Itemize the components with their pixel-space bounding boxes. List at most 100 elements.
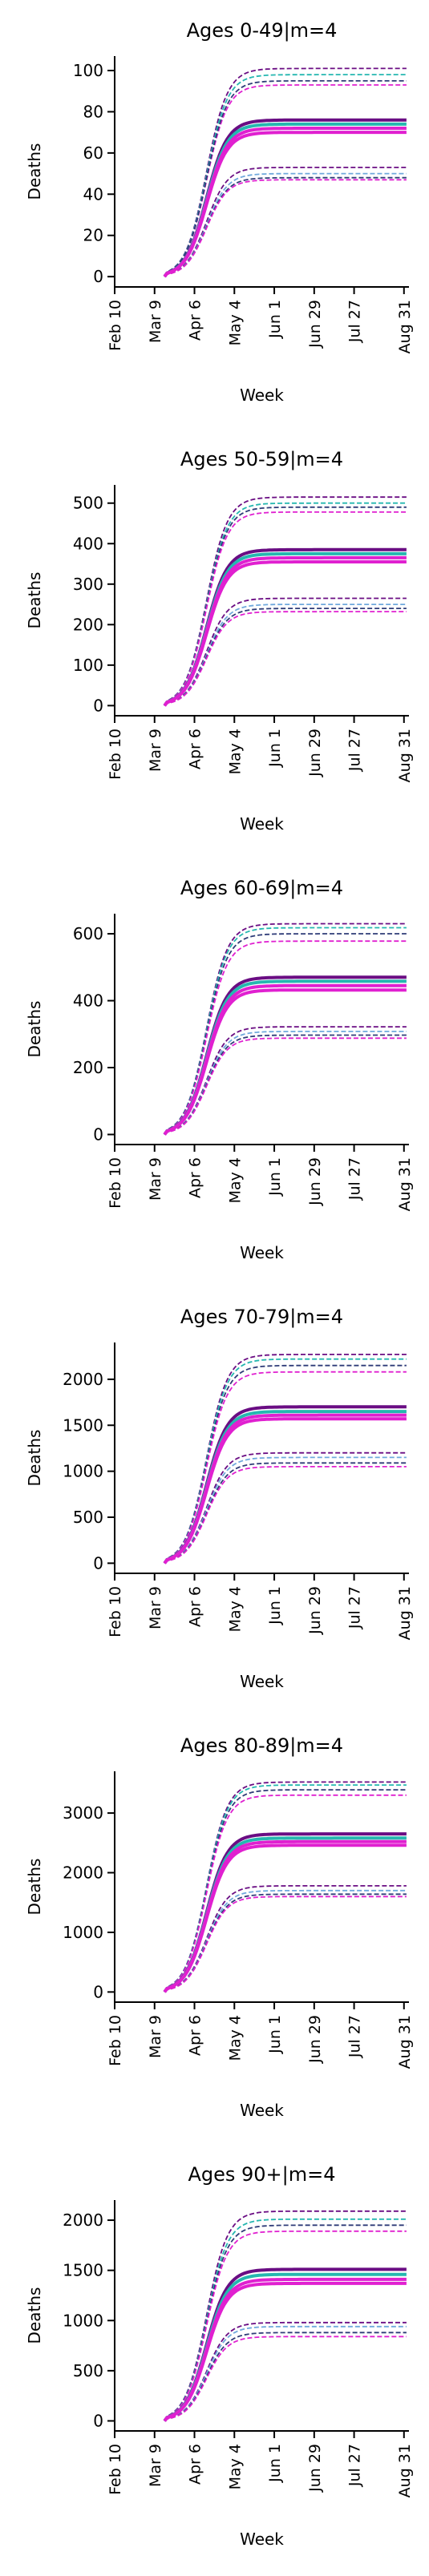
series-line xyxy=(164,611,407,707)
x-tick-label: Feb 10 xyxy=(107,1586,124,1637)
series-line xyxy=(163,1417,407,1565)
chart-title: Ages 60-69|m=4 xyxy=(180,877,343,899)
x-tick-label: Feb 10 xyxy=(107,2444,124,2495)
x-tick-label: Feb 10 xyxy=(107,300,124,351)
series-line xyxy=(164,2230,407,2421)
series-line xyxy=(164,2325,407,2422)
series-line xyxy=(164,74,407,277)
series-line xyxy=(164,172,407,277)
x-tick-label: Apr 6 xyxy=(187,2444,204,2485)
series-line xyxy=(164,84,407,277)
x-tick-label: May 4 xyxy=(226,1586,244,1632)
x-tick-label: Mar 9 xyxy=(147,2444,164,2487)
series-line xyxy=(164,80,407,277)
y-tick-label: 1500 xyxy=(63,2261,103,2280)
series-line xyxy=(164,1885,407,1993)
series-line xyxy=(164,1466,407,1565)
y-tick-label: 1000 xyxy=(63,2311,103,2330)
x-tick-label: Jun 29 xyxy=(306,2444,324,2493)
chart-panel: Ages 50-59|m=4 Deaths Week 0 100 200 300 400 500… xyxy=(25,448,414,834)
series-line xyxy=(164,1456,407,1565)
y-tick-label: 2000 xyxy=(63,1863,103,1883)
x-tick-label: Mar 9 xyxy=(147,729,164,772)
y-tick-label: 400 xyxy=(73,991,103,1011)
series-line xyxy=(163,1413,407,1565)
series-line xyxy=(163,988,407,1136)
x-tick-label: Jul 27 xyxy=(346,300,364,343)
series-line xyxy=(164,1452,407,1565)
x-axis-label: Week xyxy=(240,386,284,405)
series-line xyxy=(164,2336,407,2422)
x-axis-label: Week xyxy=(240,2101,284,2120)
y-tick-label: 600 xyxy=(73,924,103,943)
chart-panel: Ages 0-49|m=4 Deaths Week 0 20 40 60 80 100 Feb 1… xyxy=(25,19,414,405)
series-line xyxy=(164,1784,407,1993)
y-tick-label: 1000 xyxy=(63,1462,103,1481)
chart-title: Ages 80-89|m=4 xyxy=(180,1734,343,1757)
x-tick-label: Aug 31 xyxy=(396,2015,414,2069)
series-line xyxy=(164,933,407,1135)
x-tick-label: Jun 29 xyxy=(306,1157,324,1206)
series-line xyxy=(164,604,407,707)
y-axis-label: Deaths xyxy=(25,572,44,629)
x-tick-label: May 4 xyxy=(226,2015,244,2061)
x-tick-label: Jun 1 xyxy=(266,2015,284,2054)
series-line xyxy=(164,923,407,1135)
series-line xyxy=(164,176,407,277)
series-line xyxy=(164,167,407,277)
series-line xyxy=(163,127,407,278)
x-tick-label: May 4 xyxy=(226,2444,244,2489)
chart-title: Ages 0-49|m=4 xyxy=(187,19,338,42)
series-line xyxy=(164,1781,407,1993)
series-line xyxy=(164,608,407,707)
chart-title: Ages 70-79|m=4 xyxy=(180,1306,343,1328)
x-tick-label: Jun 29 xyxy=(306,729,324,777)
x-tick-label: Feb 10 xyxy=(107,1157,124,1209)
series-line xyxy=(163,1843,407,1993)
series-line xyxy=(164,927,407,1135)
x-tick-label: Apr 6 xyxy=(187,729,204,769)
x-tick-label: Feb 10 xyxy=(107,2015,124,2066)
x-tick-label: Mar 9 xyxy=(147,1157,164,1201)
y-tick-label: 0 xyxy=(93,696,103,715)
series-line xyxy=(164,1893,407,1993)
x-tick-label: Jul 27 xyxy=(346,1157,364,1201)
y-tick-label: 20 xyxy=(83,226,103,245)
y-tick-label: 0 xyxy=(93,2411,103,2430)
x-tick-label: Jun 1 xyxy=(266,300,284,339)
series-line xyxy=(164,1371,407,1564)
y-tick-label: 100 xyxy=(73,61,103,80)
series-line xyxy=(164,1794,407,1993)
y-tick-label: 500 xyxy=(73,494,103,513)
series-line xyxy=(164,1026,407,1136)
series-line xyxy=(164,67,407,277)
series-line xyxy=(163,131,407,278)
series-line xyxy=(164,2218,407,2421)
x-tick-label: Aug 31 xyxy=(396,300,414,353)
y-tick-label: 100 xyxy=(73,656,103,675)
x-tick-label: May 4 xyxy=(226,300,244,345)
x-tick-label: May 4 xyxy=(226,729,244,774)
chart-panel: Ages 60-69|m=4 Deaths Week 0 200 400 600 Feb 10… xyxy=(25,877,414,1262)
series-line xyxy=(164,2210,407,2421)
x-tick-label: Apr 6 xyxy=(187,300,204,341)
x-axis-label: Week xyxy=(240,1672,284,1691)
y-tick-label: 2000 xyxy=(63,1370,103,1389)
x-tick-label: Mar 9 xyxy=(147,1586,164,1629)
series-line xyxy=(164,2332,407,2422)
series-line xyxy=(163,2272,407,2422)
y-tick-label: 60 xyxy=(83,143,103,163)
series-line xyxy=(163,2281,407,2422)
y-tick-label: 400 xyxy=(73,534,103,553)
y-tick-label: 500 xyxy=(73,1508,103,1527)
series-line xyxy=(163,555,407,707)
series-line xyxy=(164,1462,407,1565)
series-line xyxy=(163,1839,407,1993)
x-tick-label: Aug 31 xyxy=(396,2444,414,2497)
x-axis-label: Week xyxy=(240,1243,284,1262)
y-axis-label: Deaths xyxy=(25,1430,44,1487)
y-tick-label: 1000 xyxy=(63,1923,103,1942)
x-tick-label: Feb 10 xyxy=(107,729,124,780)
